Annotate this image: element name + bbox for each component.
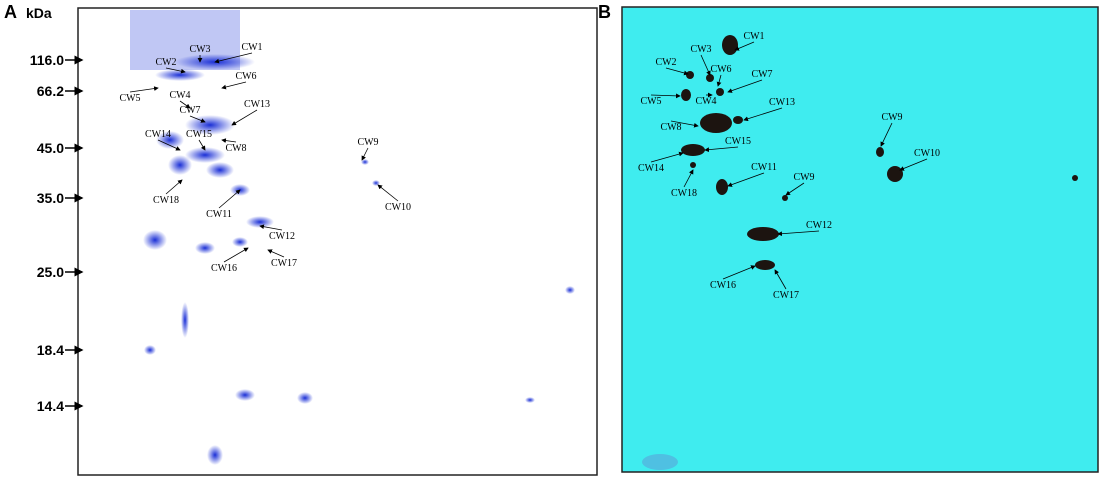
spot-label: CW15: [186, 129, 212, 140]
spot-arrow: [129, 86, 159, 93]
spot-label: CW9: [881, 112, 902, 123]
spot-arrow: [727, 172, 765, 187]
marker-label: 14.4: [37, 398, 64, 414]
spot-arrow: [785, 182, 805, 196]
spot-arrow: [727, 79, 763, 93]
spot-arrow: [650, 93, 681, 99]
spot-label: CW1: [241, 42, 262, 53]
marker-label: 35.0: [37, 190, 64, 206]
marker-label: 18.4: [37, 342, 64, 358]
spot-arrow: [157, 139, 181, 151]
spot-label: CW10: [385, 202, 411, 213]
spot-arrow: [165, 179, 183, 195]
spot-label: CW7: [179, 105, 200, 116]
spot-label: CW4: [169, 90, 190, 101]
spot-label: CW18: [671, 188, 697, 199]
spot-label: CW14: [145, 129, 171, 140]
spot-label: CW1: [743, 31, 764, 42]
spot-arrow: [218, 189, 241, 209]
spot-arrow: [683, 169, 694, 188]
unit-label: kDa: [26, 5, 52, 21]
spot-label: CW3: [189, 44, 210, 55]
spot-label: CW11: [206, 209, 232, 220]
marker-label: 116.0: [30, 52, 64, 68]
spot-label: CW17: [773, 290, 799, 301]
spot-label: CW8: [225, 143, 246, 154]
spot-arrow: [189, 115, 206, 123]
spot-label: CW12: [806, 220, 832, 231]
spot-arrow: [361, 147, 369, 161]
spot-arrow: [198, 139, 206, 151]
marker-label: 25.0: [37, 264, 64, 280]
spot-label: CW13: [769, 97, 795, 108]
spot-arrow: [179, 100, 191, 109]
spot-arrow: [777, 230, 820, 237]
spot-label: CW15: [725, 136, 751, 147]
blot-b-spots: [642, 35, 1078, 470]
spot-label: CW9: [357, 137, 378, 148]
spot-label: CW2: [655, 57, 676, 68]
spot-arrow: [704, 146, 739, 153]
spot-label: CW5: [119, 93, 140, 104]
spot-arrow: [734, 41, 755, 51]
spot-label: CW7: [751, 69, 772, 80]
spot-label: CW6: [235, 71, 256, 82]
marker-label: 45.0: [37, 140, 64, 156]
spot-label: CW13: [244, 99, 270, 110]
spot-arrow: [774, 269, 787, 290]
spot-arrow: [880, 122, 893, 147]
spot-label: CW6: [710, 64, 731, 75]
blot-b: [621, 6, 1099, 473]
spot-arrow: [214, 52, 253, 64]
spot-label: CW10: [914, 148, 940, 159]
spot-label: CW17: [271, 258, 297, 269]
spot-arrow: [259, 224, 283, 231]
spot-label: CW5: [640, 96, 661, 107]
marker-label: 66.2: [37, 83, 64, 99]
spot-label: CW9: [793, 172, 814, 183]
panel-label: B: [598, 2, 611, 22]
spot-arrow: [743, 107, 783, 122]
spot-arrow: [899, 158, 928, 171]
spot-label: CW16: [710, 280, 736, 291]
spot-label: CW2: [155, 57, 176, 68]
spot-arrow: [670, 120, 699, 128]
spot-label: CW16: [211, 263, 237, 274]
spot-arrow: [231, 109, 258, 126]
spot-arrow: [267, 249, 285, 258]
spot-arrow: [716, 74, 722, 87]
spot-label: CW4: [695, 96, 716, 107]
gel-a-spots: [130, 10, 575, 465]
spot-arrow: [700, 54, 711, 76]
spot-label: CW8: [660, 122, 681, 133]
spot-arrow: [221, 81, 247, 90]
spot-arrow: [223, 247, 249, 263]
spot-label: CW3: [690, 44, 711, 55]
spot-label: CW14: [638, 163, 664, 174]
spot-label: CW12: [269, 231, 295, 242]
spot-arrow: [650, 151, 684, 163]
spot-label: CW18: [153, 195, 179, 206]
spot-arrow: [665, 67, 689, 76]
spot-arrow: [165, 67, 186, 74]
spot-arrow: [377, 184, 399, 202]
spot-arrow: [722, 265, 756, 280]
panel-label: A: [4, 2, 17, 22]
spot-label: CW11: [751, 162, 777, 173]
spot-arrow: [221, 138, 237, 143]
